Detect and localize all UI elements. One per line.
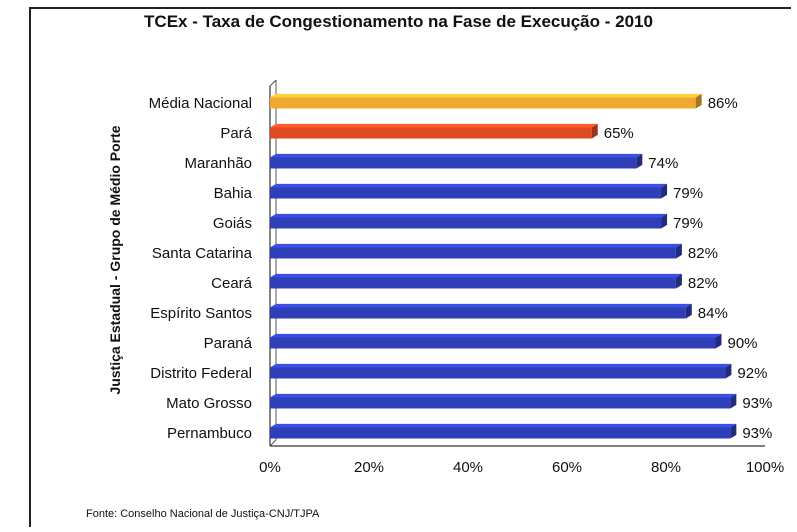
bar-top-face xyxy=(270,183,668,188)
bar-front-face xyxy=(270,217,662,229)
bar-end-face xyxy=(725,363,732,379)
value-labels: 86% 65% 74% 79% 79% 82% 82% 84%90% 92% 93% 93% xyxy=(604,95,773,442)
bar xyxy=(270,273,682,289)
bar-front-face xyxy=(270,397,731,409)
data-label: 82% xyxy=(688,245,718,262)
bar-end-face xyxy=(591,123,598,139)
bar-end-face xyxy=(685,303,692,319)
bar-top-face xyxy=(270,243,682,248)
chart-frame xyxy=(29,7,791,527)
x-tick-label: 100% xyxy=(746,459,784,476)
y-axis-label: Justiça Estadual - Grupo de Médio Porte xyxy=(107,125,123,394)
bar xyxy=(270,213,668,229)
category-label: Mato Grosso xyxy=(166,395,252,412)
bar-front-face xyxy=(270,247,676,259)
bar-front-face xyxy=(270,277,676,289)
bar-end-face xyxy=(661,183,668,199)
data-label: 86% xyxy=(708,95,738,112)
category-label: Paraná xyxy=(204,335,253,352)
bar xyxy=(270,243,682,259)
bar-top-face xyxy=(270,153,643,158)
bar-end-face xyxy=(730,393,737,409)
bar-front-face xyxy=(270,307,686,319)
bar xyxy=(270,93,702,109)
x-tick-label: 60% xyxy=(552,459,582,476)
x-tick-label: 0% xyxy=(259,459,281,476)
x-tick-label: 20% xyxy=(354,459,384,476)
bar xyxy=(270,363,732,379)
axis-top-edge xyxy=(269,79,277,87)
bar-top-face xyxy=(270,273,682,278)
bar xyxy=(270,153,643,169)
bar xyxy=(270,333,722,349)
bar-front-face xyxy=(270,427,731,439)
bar-end-face xyxy=(675,243,682,259)
bar-end-face xyxy=(695,93,702,109)
data-label: 90% xyxy=(728,335,758,352)
category-label: Pará xyxy=(220,125,252,142)
bar-front-face xyxy=(270,97,696,109)
category-label: Distrito Federal xyxy=(150,365,252,382)
bar-front-face xyxy=(270,337,716,349)
bar-top-face xyxy=(270,363,732,368)
bar-end-face xyxy=(661,213,668,229)
chart-title: TCEx - Taxa de Congestionamento na Fase … xyxy=(144,12,653,31)
bar-end-face xyxy=(730,423,737,439)
data-label: 84% xyxy=(698,305,728,322)
bar xyxy=(270,423,737,439)
bar-top-face xyxy=(270,123,598,128)
bar-front-face xyxy=(270,127,592,139)
bar-top-face xyxy=(270,303,692,308)
data-label: 65% xyxy=(604,125,634,142)
category-label: Espírito Santos xyxy=(150,305,252,322)
category-label: Maranhão xyxy=(184,155,252,172)
data-label: 74% xyxy=(648,155,678,172)
source-note: Fonte: Conselho Nacional de Justiça-CNJ/… xyxy=(86,508,320,520)
bar xyxy=(270,393,737,409)
bar-end-face xyxy=(715,333,722,349)
bar xyxy=(270,183,668,199)
bar-front-face xyxy=(270,187,662,199)
data-label: 93% xyxy=(742,395,772,412)
category-labels: Média Nacional Pará Maranhão Bahia Goiás Sant… xyxy=(149,95,253,442)
data-label: 79% xyxy=(673,185,703,202)
bar-top-face xyxy=(270,213,668,218)
category-label: Pernambuco xyxy=(167,425,252,442)
category-label: Santa Catarina xyxy=(152,245,253,262)
bar xyxy=(270,123,598,139)
x-tick-label: 80% xyxy=(651,459,681,476)
x-tick-label: 40% xyxy=(453,459,483,476)
bar-series xyxy=(270,93,737,439)
category-label: Bahia xyxy=(214,185,253,202)
bar-end-face xyxy=(636,153,643,169)
x-tick-labels: 0% 20% 40% 60% 80% 100% xyxy=(259,459,784,476)
data-label: 82% xyxy=(688,275,718,292)
bar-front-face xyxy=(270,157,637,169)
bar-top-face xyxy=(270,393,737,398)
category-label: Média Nacional xyxy=(149,95,252,112)
bar-top-face xyxy=(270,423,737,428)
category-label: Goiás xyxy=(213,215,252,232)
axis-bottom-edge xyxy=(269,439,277,447)
data-label: 92% xyxy=(737,365,767,382)
bar-front-face xyxy=(270,367,726,379)
data-label: 93% xyxy=(742,425,772,442)
category-label: Ceará xyxy=(211,275,253,292)
bar xyxy=(270,303,692,319)
bar-top-face xyxy=(270,93,702,98)
chart-axes xyxy=(269,79,765,447)
bar-top-face xyxy=(270,333,722,338)
data-label: 79% xyxy=(673,215,703,232)
bar-end-face xyxy=(675,273,682,289)
